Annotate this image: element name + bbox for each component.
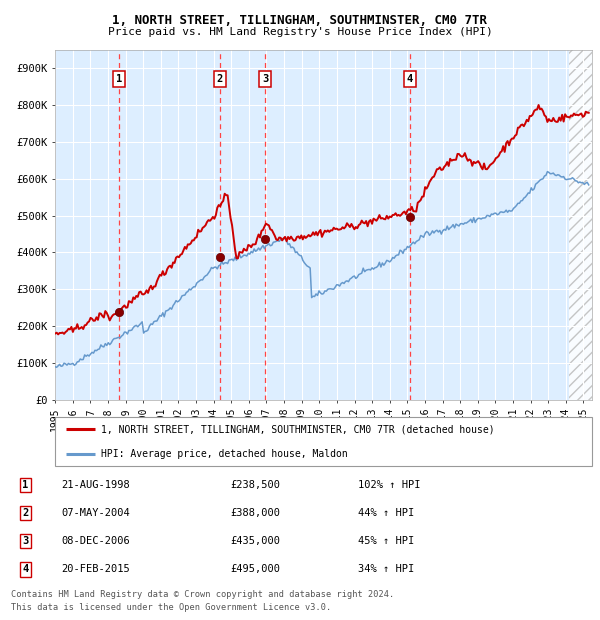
Text: 4: 4 [22, 564, 28, 574]
Text: This data is licensed under the Open Government Licence v3.0.: This data is licensed under the Open Gov… [11, 603, 331, 612]
Text: 1, NORTH STREET, TILLINGHAM, SOUTHMINSTER, CM0 7TR: 1, NORTH STREET, TILLINGHAM, SOUTHMINSTE… [113, 14, 487, 27]
Text: 1: 1 [116, 74, 122, 84]
Text: Contains HM Land Registry data © Crown copyright and database right 2024.: Contains HM Land Registry data © Crown c… [11, 590, 394, 600]
Text: £435,000: £435,000 [230, 536, 280, 546]
FancyBboxPatch shape [55, 417, 592, 466]
Text: 4: 4 [406, 74, 413, 84]
Text: Price paid vs. HM Land Registry's House Price Index (HPI): Price paid vs. HM Land Registry's House … [107, 27, 493, 37]
Text: 07-MAY-2004: 07-MAY-2004 [61, 508, 130, 518]
Text: £238,500: £238,500 [230, 480, 280, 490]
Text: £388,000: £388,000 [230, 508, 280, 518]
Text: 102% ↑ HPI: 102% ↑ HPI [358, 480, 421, 490]
Text: 20-FEB-2015: 20-FEB-2015 [61, 564, 130, 574]
Text: £495,000: £495,000 [230, 564, 280, 574]
Text: 2: 2 [217, 74, 223, 84]
Text: 08-DEC-2006: 08-DEC-2006 [61, 536, 130, 546]
Text: 3: 3 [22, 536, 28, 546]
Text: 1: 1 [22, 480, 28, 490]
Text: HPI: Average price, detached house, Maldon: HPI: Average price, detached house, Mald… [101, 449, 347, 459]
Polygon shape [569, 50, 592, 400]
Text: 34% ↑ HPI: 34% ↑ HPI [358, 564, 415, 574]
Text: 3: 3 [262, 74, 268, 84]
Text: 2: 2 [22, 508, 28, 518]
Text: 1, NORTH STREET, TILLINGHAM, SOUTHMINSTER, CM0 7TR (detached house): 1, NORTH STREET, TILLINGHAM, SOUTHMINSTE… [101, 424, 494, 434]
Text: 21-AUG-1998: 21-AUG-1998 [61, 480, 130, 490]
Text: 44% ↑ HPI: 44% ↑ HPI [358, 508, 415, 518]
Text: 45% ↑ HPI: 45% ↑ HPI [358, 536, 415, 546]
